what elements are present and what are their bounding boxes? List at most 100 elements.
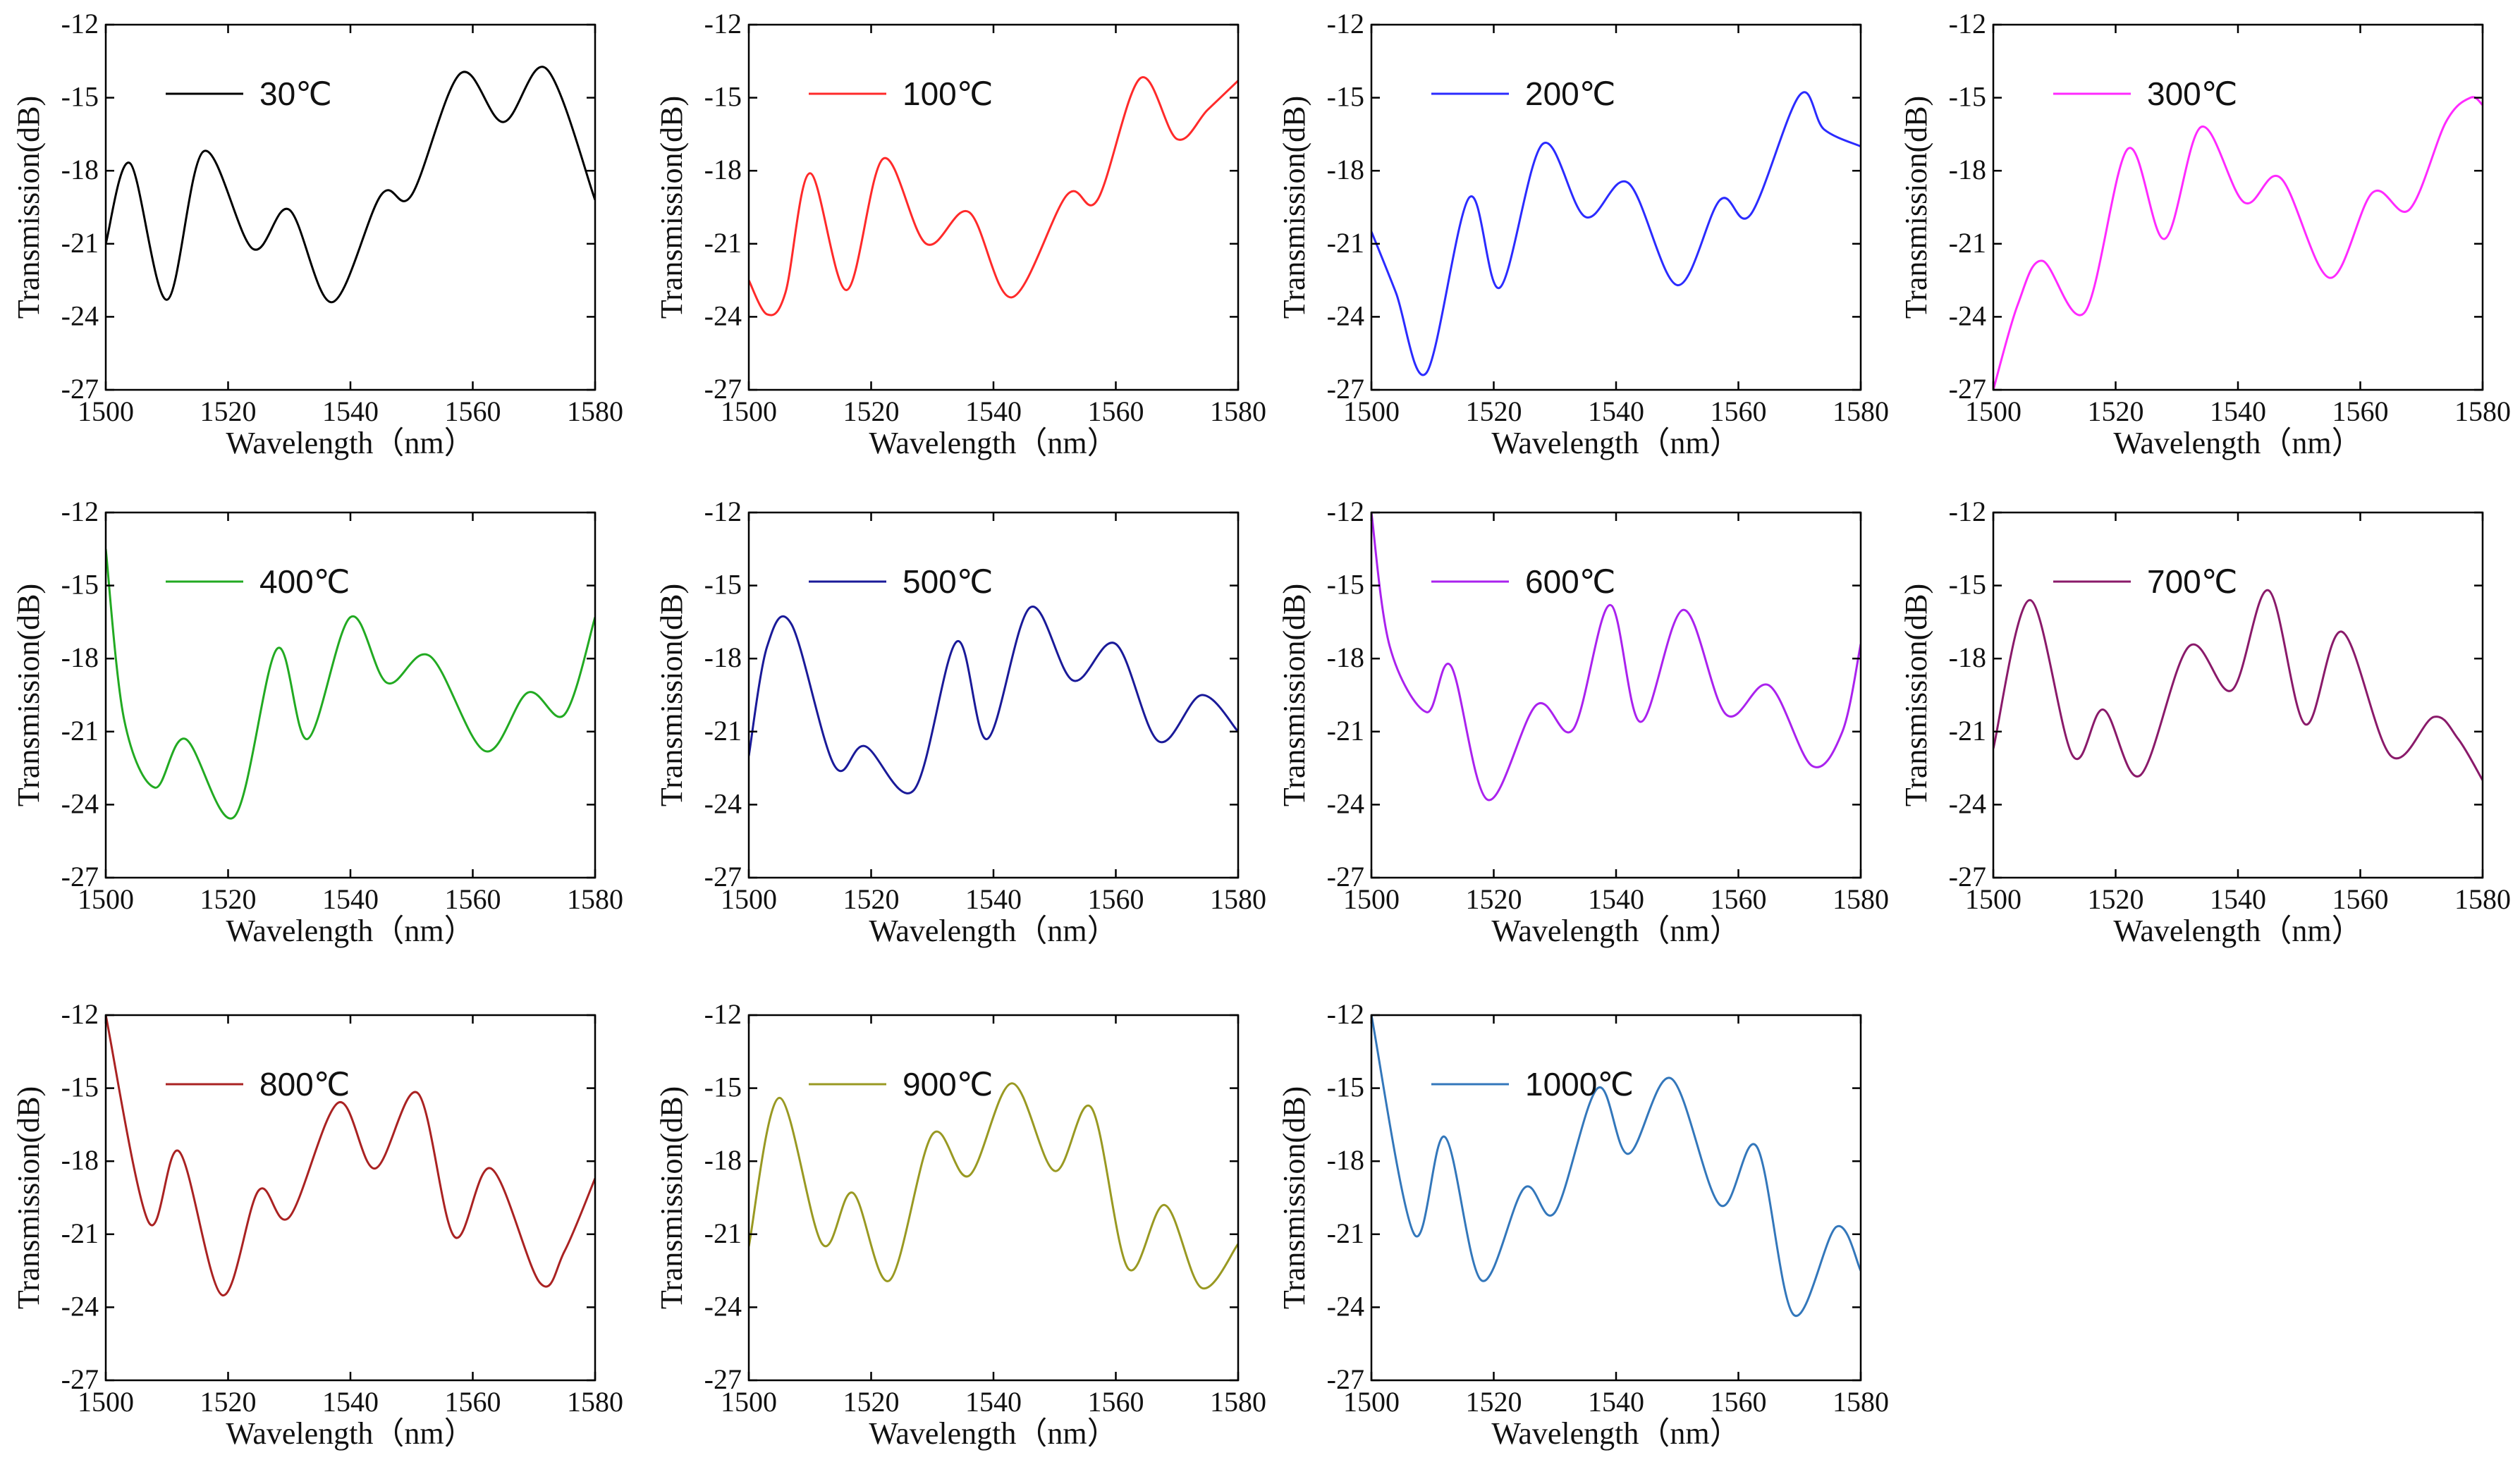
- series-line: [749, 1082, 1238, 1290]
- y-tick-label: -24: [1327, 787, 1364, 819]
- panel-6: 1500 1520 1540 1560 1580 -12 -15 -18 -21 -24 -27 Wa…: [1277, 496, 1889, 948]
- panel-5: 1500 1520 1540 1560 1580 -12 -15 -18 -21 -24 -27 Wa…: [654, 496, 1266, 948]
- y-tick-label: -24: [1949, 787, 1986, 819]
- panel-9: 1500 1520 1540 1560 1580 -12 -15 -18 -21 -24 -27 Wa…: [654, 998, 1266, 1451]
- plot-frame: [747, 1014, 1240, 1382]
- x-tick-label: 1540: [322, 1386, 379, 1418]
- x-tick-label: 1520: [2088, 883, 2144, 915]
- x-tick-label: 1540: [965, 883, 1022, 915]
- y-tick-label: -12: [61, 496, 99, 527]
- y-tick-label: -27: [61, 1363, 99, 1395]
- x-axis-title: Wavelength（nm）: [869, 426, 1118, 460]
- y-tick-label: -27: [704, 861, 742, 892]
- x-tick-label: 1580: [567, 883, 623, 915]
- x-tick-label: 1560: [1088, 395, 1144, 427]
- x-tick-label: 1580: [1833, 395, 1889, 427]
- x-tick-label: 1560: [1088, 883, 1144, 915]
- x-tick-label: 1560: [445, 395, 501, 427]
- x-axis-title: Wavelength（nm）: [1491, 1416, 1740, 1451]
- x-tick-label: 1580: [2454, 883, 2511, 915]
- y-tick-label: -15: [1327, 569, 1364, 601]
- y-tick-label: -24: [61, 1290, 99, 1322]
- y-axis-title: Transmission(dB): [11, 96, 46, 319]
- y-tick-label: -24: [61, 300, 99, 331]
- x-tick-label: 1560: [1711, 395, 1767, 427]
- y-axis-title: Transmission(dB): [1899, 96, 1933, 319]
- x-tick-label: 1520: [1466, 395, 1522, 427]
- x-tick-label: 1520: [1466, 1386, 1522, 1418]
- x-tick-label: 1540: [1588, 1386, 1644, 1418]
- y-tick-label: -24: [61, 787, 99, 819]
- x-tick-label: 1500: [78, 1386, 134, 1418]
- x-tick-label: 1520: [843, 883, 900, 915]
- x-tick-label: 1500: [1343, 395, 1400, 427]
- y-tick-label: -21: [61, 715, 99, 747]
- x-tick-label: 1540: [1588, 395, 1644, 427]
- y-tick-label: -15: [1949, 81, 1986, 113]
- x-tick-label: 1560: [1711, 1386, 1767, 1418]
- y-tick-label: -18: [1327, 154, 1364, 185]
- legend-label: 900℃: [903, 1066, 993, 1103]
- y-tick-label: -21: [704, 227, 742, 259]
- legend-label: 300℃: [2147, 75, 2237, 112]
- y-tick-label: -21: [61, 227, 99, 259]
- y-axis-title: Transmission(dB): [11, 1086, 46, 1309]
- x-tick-label: 1560: [2332, 395, 2389, 427]
- y-tick-label: -21: [1327, 227, 1364, 259]
- x-tick-label: 1500: [1343, 883, 1400, 915]
- legend-label: 500℃: [903, 563, 993, 600]
- y-tick-label: -15: [61, 1072, 99, 1103]
- x-tick-label: 1540: [322, 883, 379, 915]
- x-tick-label: 1520: [843, 395, 900, 427]
- series-line: [1993, 96, 2483, 390]
- y-axis-title: Transmission(dB): [654, 584, 689, 806]
- y-tick-label: -18: [704, 642, 742, 673]
- y-axis-title: Transmission(dB): [654, 1086, 689, 1309]
- y-tick-label: -21: [1327, 715, 1364, 747]
- series-line: [749, 606, 1238, 794]
- x-tick-label: 1580: [1210, 883, 1266, 915]
- series-line: [1371, 1015, 1861, 1318]
- x-tick-label: 1580: [1833, 1386, 1889, 1418]
- y-tick-label: -15: [1949, 569, 1986, 601]
- y-tick-label: -24: [704, 1290, 742, 1322]
- y-tick-label: -12: [61, 8, 99, 39]
- y-tick-label: -15: [704, 1072, 742, 1103]
- y-tick-label: -21: [1949, 227, 1986, 259]
- panel-2: 1500 1520 1540 1560 1580 -12 -15 -18 -21 -24 -27 Wa…: [1277, 8, 1889, 460]
- x-tick-label: 1560: [445, 1386, 501, 1418]
- plot-frame: [747, 511, 1240, 879]
- panel-0: 1500 1520 1540 1560 1580 -12 -15 -18 -21 -24 -27 Wa…: [11, 8, 623, 460]
- series-line: [106, 1015, 595, 1296]
- y-tick-label: -12: [1327, 496, 1364, 527]
- y-tick-label: -12: [1327, 998, 1364, 1030]
- x-tick-label: 1500: [721, 1386, 777, 1418]
- y-axis-title: Transmission(dB): [654, 96, 689, 319]
- x-axis-title: Wavelength（nm）: [869, 1416, 1118, 1451]
- y-tick-label: -18: [1949, 642, 1986, 673]
- x-tick-label: 1540: [965, 395, 1022, 427]
- x-tick-label: 1500: [1343, 1386, 1400, 1418]
- x-tick-label: 1500: [78, 395, 134, 427]
- x-tick-label: 1560: [1088, 1386, 1144, 1418]
- x-axis-title: Wavelength（nm）: [226, 914, 475, 948]
- x-tick-label: 1520: [200, 1386, 257, 1418]
- legend-label: 700℃: [2147, 563, 2237, 600]
- plot-frame: [104, 1014, 597, 1382]
- y-tick-label: -18: [61, 1144, 99, 1176]
- x-tick-label: 1540: [965, 1386, 1022, 1418]
- x-tick-label: 1540: [322, 395, 379, 427]
- y-tick-label: -18: [61, 642, 99, 673]
- series-line: [1371, 512, 1861, 802]
- y-tick-label: -21: [704, 715, 742, 747]
- panel-1: 1500 1520 1540 1560 1580 -12 -15 -18 -21 -24 -27 Wa…: [654, 8, 1266, 460]
- y-tick-label: -15: [704, 81, 742, 113]
- y-tick-label: -21: [704, 1217, 742, 1249]
- y-axis-title: Transmission(dB): [1899, 584, 1933, 806]
- y-tick-label: -21: [61, 1217, 99, 1249]
- x-tick-label: 1500: [1965, 883, 2021, 915]
- y-tick-label: -24: [1327, 300, 1364, 331]
- plot-frame: [1370, 23, 1862, 391]
- y-tick-label: -18: [61, 154, 99, 185]
- x-tick-label: 1560: [2332, 883, 2389, 915]
